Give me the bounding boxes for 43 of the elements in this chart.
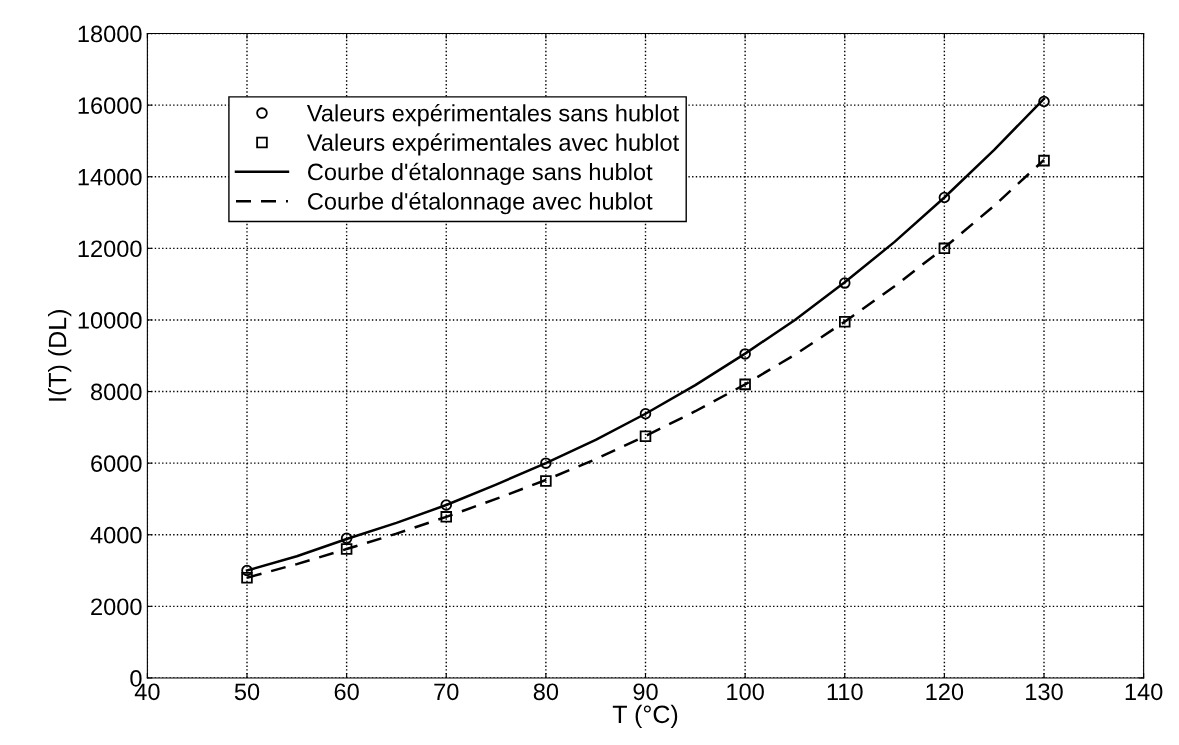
x-tick-label: 80 bbox=[533, 683, 559, 701]
point bbox=[639, 430, 652, 443]
point bbox=[1038, 154, 1050, 167]
y-tick-label: 8000 bbox=[91, 383, 142, 401]
point bbox=[739, 378, 751, 391]
y-tick-label: 12000 bbox=[78, 240, 142, 258]
x-tick-label: 110 bbox=[827, 683, 863, 701]
point bbox=[838, 315, 851, 328]
point bbox=[1038, 95, 1050, 108]
y-tick-label: 6000 bbox=[91, 455, 142, 472]
y-axis-title: I(T) (DL) bbox=[48, 310, 72, 401]
x-tick-label: 130 bbox=[1026, 683, 1063, 701]
point bbox=[440, 511, 453, 523]
y-tick-label: 16000 bbox=[78, 97, 142, 114]
point bbox=[540, 475, 552, 487]
legend-label: Valeurs expérimentales sans hublot bbox=[306, 103, 679, 127]
y-tick-label: 10000 bbox=[78, 312, 142, 329]
point bbox=[340, 543, 353, 555]
x-axis-title: T (°C) bbox=[612, 704, 678, 729]
point bbox=[838, 277, 851, 289]
y-tick-label: 18000 bbox=[78, 25, 142, 43]
legend-label: Courbe d'étalonnage avec hublot bbox=[308, 192, 653, 215]
y-tick-label: 2000 bbox=[91, 598, 142, 616]
x-tick-label: 60 bbox=[334, 683, 359, 701]
y-tick-label: 4000 bbox=[90, 526, 142, 544]
x-tick-label: 100 bbox=[727, 683, 764, 701]
legend-label: Courbe d'étalonnage sans hublot bbox=[308, 162, 653, 185]
point bbox=[241, 571, 253, 584]
x-tick-label: 140 bbox=[1125, 683, 1163, 701]
x-tick-label: 50 bbox=[234, 683, 260, 701]
point bbox=[340, 532, 353, 545]
x-tick-label: 120 bbox=[926, 683, 964, 701]
y-tick-label: 14000 bbox=[78, 168, 142, 186]
point bbox=[540, 457, 552, 469]
point bbox=[938, 242, 951, 255]
point bbox=[440, 499, 453, 511]
point bbox=[241, 564, 253, 577]
point bbox=[639, 407, 652, 420]
x-tick-label: 70 bbox=[434, 683, 459, 701]
point bbox=[739, 348, 751, 360]
point bbox=[938, 191, 951, 204]
x-tick-label: 90 bbox=[633, 683, 658, 701]
legend-label: Valeurs expérimentales avec hublot bbox=[306, 133, 679, 156]
